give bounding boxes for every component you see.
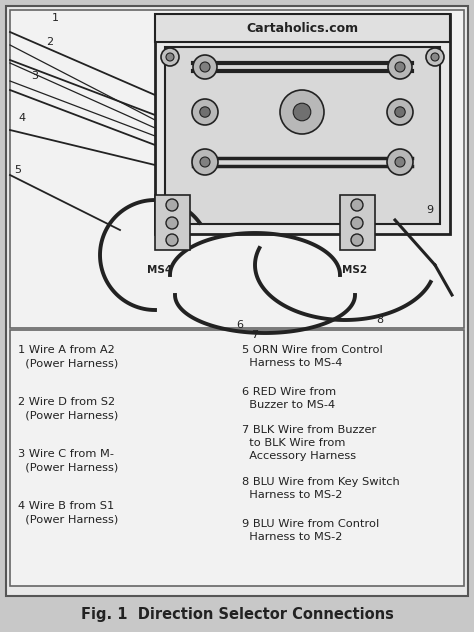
Text: 9 BLU Wire from Control: 9 BLU Wire from Control (242, 519, 379, 529)
Circle shape (351, 234, 363, 246)
Circle shape (166, 199, 178, 211)
Circle shape (200, 62, 210, 72)
Bar (155, 14, 450, 42)
Text: Harness to MS-2: Harness to MS-2 (242, 490, 342, 500)
Circle shape (166, 234, 178, 246)
Circle shape (395, 62, 405, 72)
Circle shape (161, 48, 179, 66)
Circle shape (192, 99, 218, 125)
Text: (Power Harness): (Power Harness) (18, 514, 118, 524)
Text: (Power Harness): (Power Harness) (18, 358, 118, 368)
Text: 3: 3 (31, 71, 38, 81)
Circle shape (387, 99, 413, 125)
Circle shape (166, 53, 174, 61)
Text: 1: 1 (52, 13, 58, 23)
Circle shape (395, 107, 405, 117)
Text: 8: 8 (376, 315, 383, 325)
Text: Cartaholics.com: Cartaholics.com (246, 21, 358, 35)
Text: Buzzer to MS-4: Buzzer to MS-4 (242, 400, 335, 410)
Bar (340, 195, 375, 250)
Text: (Power Harness): (Power Harness) (18, 410, 118, 420)
Circle shape (388, 55, 412, 79)
Text: 7 BLK Wire from Buzzer: 7 BLK Wire from Buzzer (242, 425, 376, 435)
Bar (155, 14, 450, 234)
Circle shape (351, 217, 363, 229)
Text: Harness to MS-2: Harness to MS-2 (242, 532, 342, 542)
Bar (165, 47, 440, 224)
Bar (155, 195, 190, 250)
Text: Accessory Harness: Accessory Harness (242, 451, 356, 461)
Circle shape (192, 149, 218, 175)
Text: MS4: MS4 (147, 265, 173, 275)
Text: 8 BLU Wire from Key Switch: 8 BLU Wire from Key Switch (242, 477, 400, 487)
Text: 6: 6 (237, 320, 244, 330)
Circle shape (351, 199, 363, 211)
Text: 4: 4 (18, 113, 26, 123)
Text: Harness to MS-4: Harness to MS-4 (242, 358, 342, 368)
Bar (10, 330, 464, 586)
Circle shape (293, 103, 311, 121)
Circle shape (395, 157, 405, 167)
Text: Fig. 1  Direction Selector Connections: Fig. 1 Direction Selector Connections (81, 607, 393, 621)
Circle shape (193, 55, 217, 79)
Text: 5: 5 (15, 165, 21, 175)
Text: 2 Wire D from S2: 2 Wire D from S2 (18, 397, 115, 407)
Text: to BLK Wire from: to BLK Wire from (242, 438, 346, 448)
Text: 1 Wire A from A2: 1 Wire A from A2 (18, 345, 115, 355)
Circle shape (431, 53, 439, 61)
Text: (Power Harness): (Power Harness) (18, 462, 118, 472)
Text: 4 Wire B from S1: 4 Wire B from S1 (18, 501, 114, 511)
Text: 5 ORN Wire from Control: 5 ORN Wire from Control (242, 345, 383, 355)
Circle shape (200, 107, 210, 117)
Text: 2: 2 (46, 37, 54, 47)
Circle shape (280, 90, 324, 134)
Text: 6 RED Wire from: 6 RED Wire from (242, 387, 336, 397)
Circle shape (200, 157, 210, 167)
Circle shape (387, 149, 413, 175)
Text: MS2: MS2 (342, 265, 367, 275)
Text: 7: 7 (251, 330, 258, 340)
Circle shape (426, 48, 444, 66)
Bar (10, 10, 464, 328)
Text: 9: 9 (427, 205, 434, 215)
Circle shape (166, 217, 178, 229)
Text: 3 Wire C from M-: 3 Wire C from M- (18, 449, 114, 459)
